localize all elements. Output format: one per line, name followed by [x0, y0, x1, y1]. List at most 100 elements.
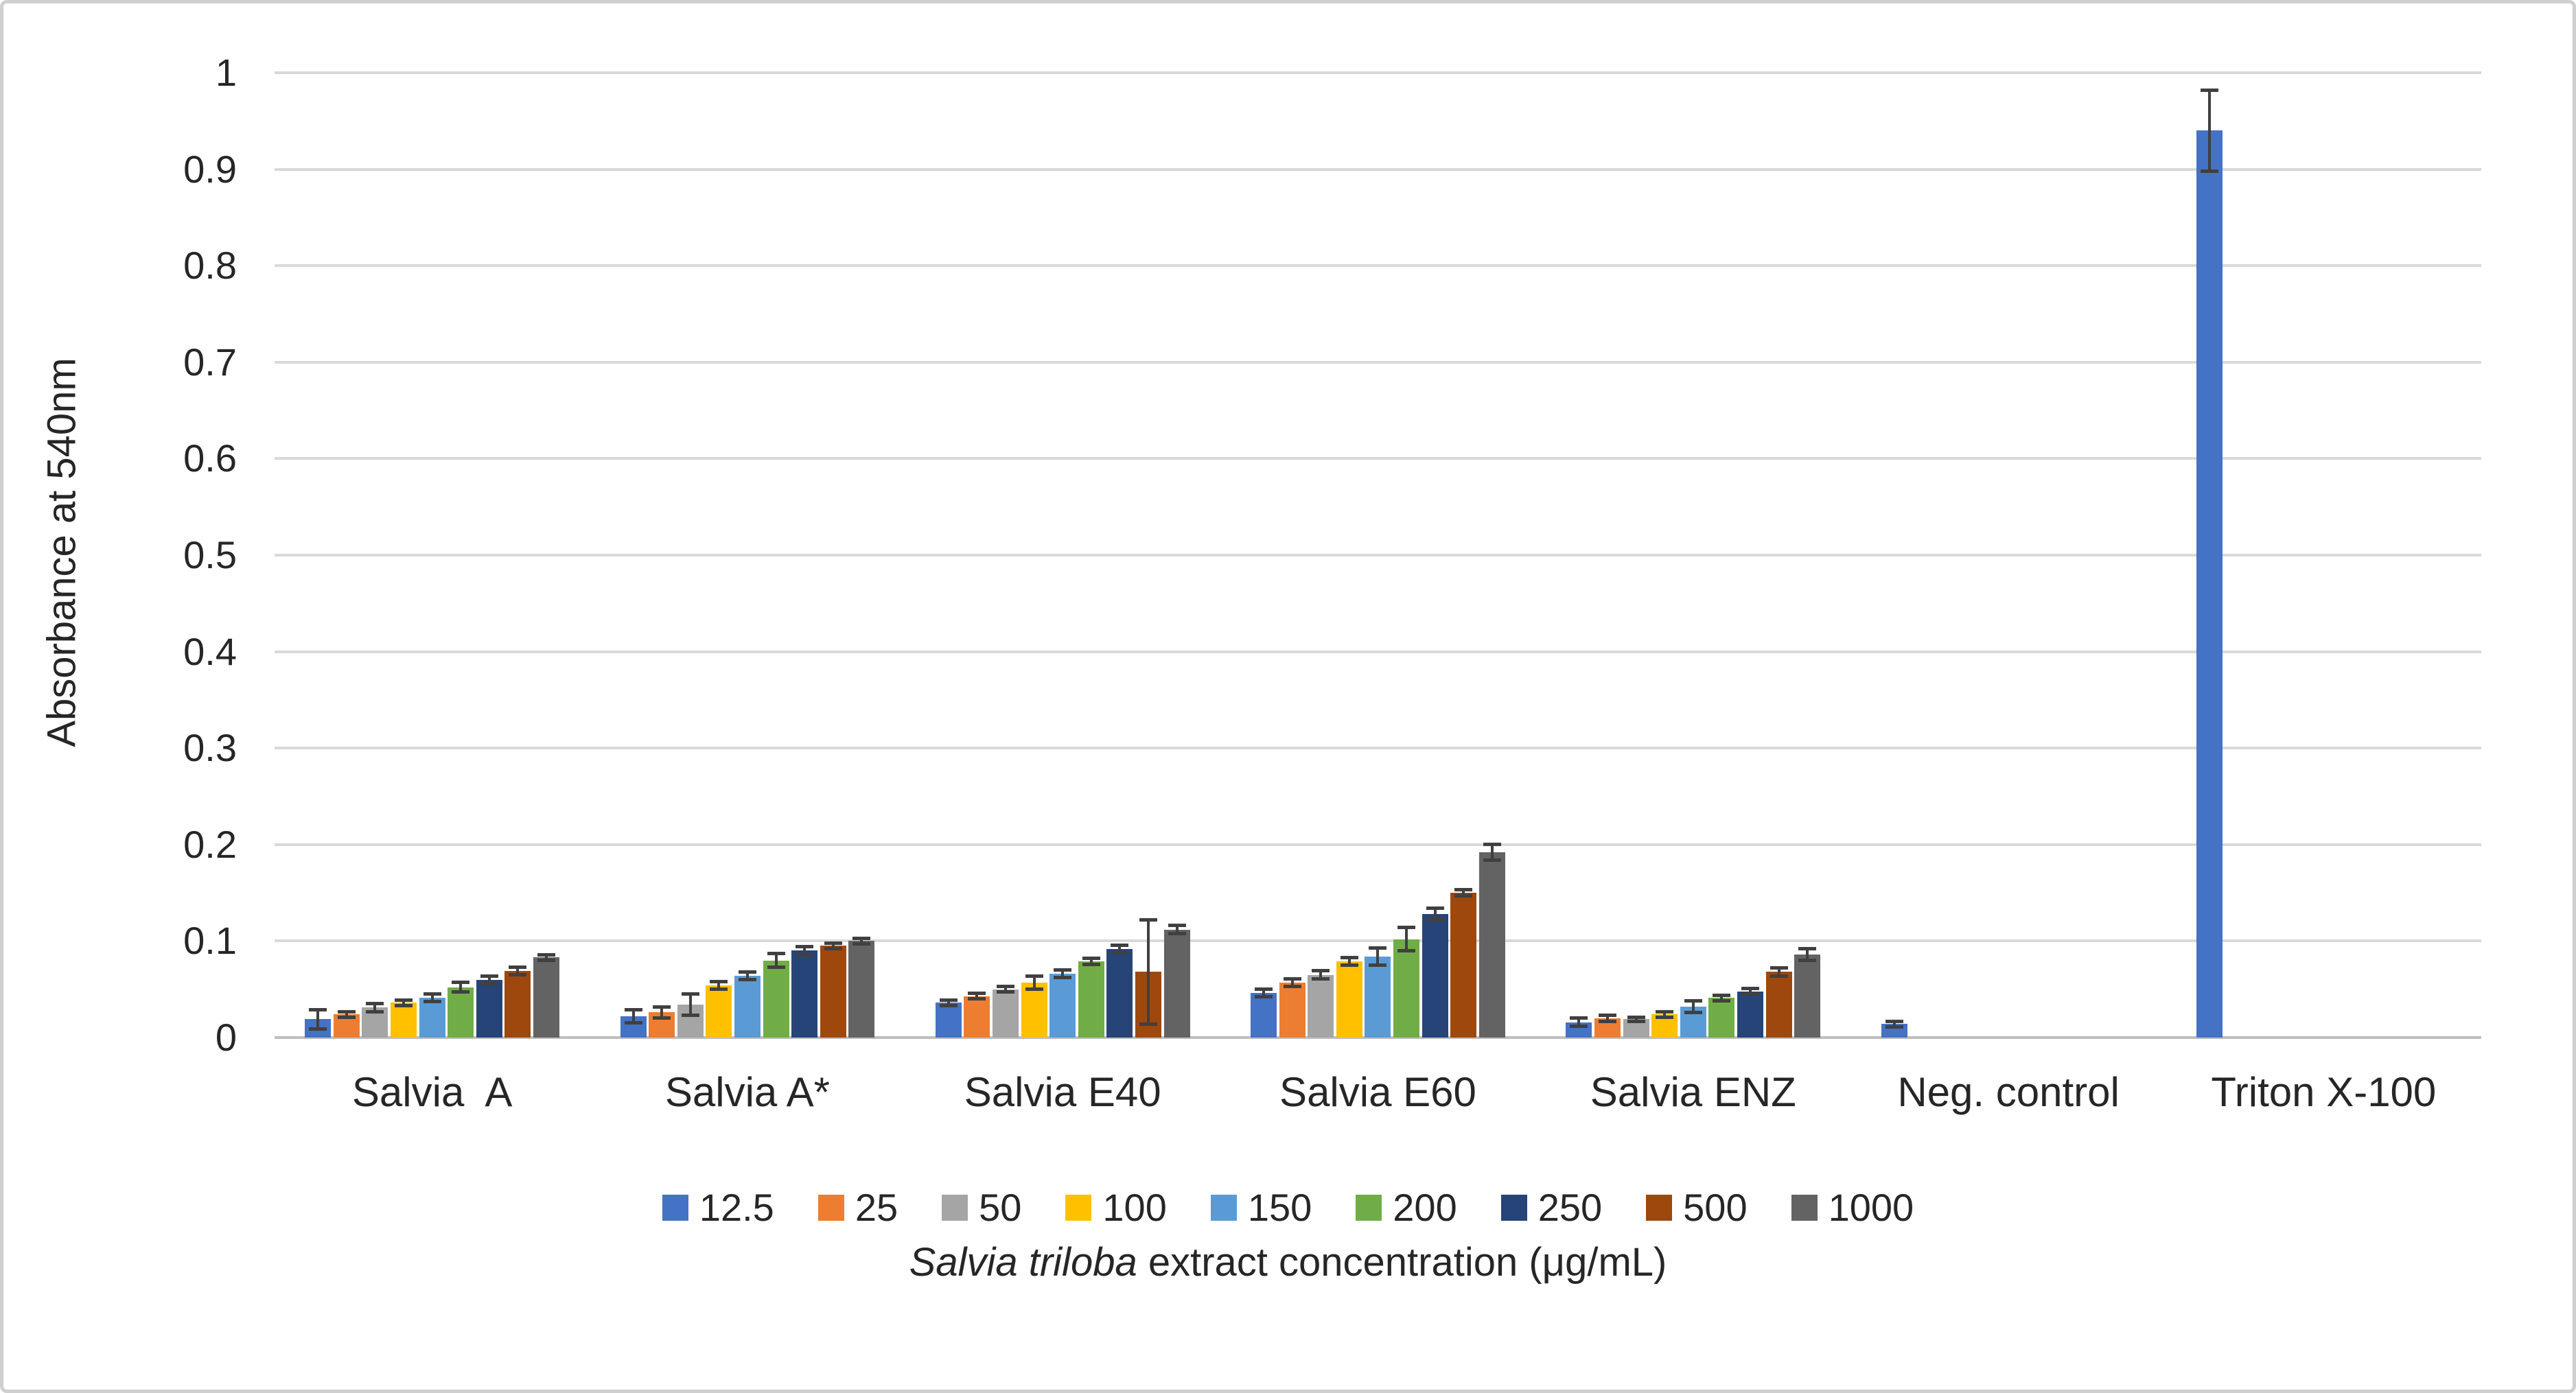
bar-salvia-e60-50: [1308, 974, 1334, 1038]
gridline-0.8: [275, 264, 2481, 268]
error-bar: [631, 1009, 635, 1023]
bar-salvia-a*-1000: [848, 941, 875, 1038]
error-bar: [1347, 957, 1351, 965]
error-bar-top-cap: [1769, 966, 1788, 970]
error-bar: [1691, 1000, 1695, 1013]
error-bar: [831, 943, 835, 949]
legend-and-x-title: 12.5 25 50 100 150 200 250 500 1000 Salvia trilo…: [3, 1185, 2573, 1285]
bar-salvia-e60-1000: [1478, 852, 1505, 1038]
error-bar-top-cap: [710, 979, 728, 983]
gridline-0.9: [275, 167, 2481, 171]
error-bar-bottom-cap: [1340, 963, 1358, 968]
bar-salvia-a-250: [476, 979, 502, 1038]
bar-salvia-e60-100: [1336, 961, 1362, 1038]
error-bar-top-cap: [309, 1007, 327, 1011]
x-tick-label-6: Neg. control: [1897, 1069, 2120, 1115]
legend-item-1000: 1000: [1791, 1185, 1914, 1230]
error-bar-bottom-cap: [1598, 1019, 1616, 1023]
error-bar-bottom-cap: [366, 1009, 384, 1014]
bar-salvia-e60-12.5: [1251, 993, 1277, 1038]
error-bar-bottom-cap: [1656, 1015, 1674, 1019]
bar-salvia-a*-200: [763, 960, 789, 1038]
error-bar-bottom-cap: [767, 965, 785, 969]
error-bar: [345, 1011, 348, 1018]
error-bar: [860, 938, 863, 944]
error-bar-top-cap: [395, 998, 413, 1002]
y-tick-label-0.9: 0.9: [183, 147, 237, 191]
error-bar-top-cap: [1082, 957, 1100, 961]
bar-salvia-enz-200: [1708, 998, 1735, 1038]
legend-label: 12.5: [699, 1186, 774, 1229]
error-bar-bottom-cap: [1025, 987, 1043, 992]
legend: 12.5 25 50 100 150 200 250 500 1000: [662, 1185, 1914, 1230]
bar-salvia-e60-200: [1393, 939, 1420, 1038]
error-bar-top-cap: [968, 991, 986, 995]
error-bar: [2207, 90, 2211, 172]
legend-swatch-icon: [662, 1194, 688, 1221]
error-bar: [1605, 1015, 1609, 1022]
error-bar-top-cap: [509, 965, 527, 969]
error-bar-bottom-cap: [309, 1027, 327, 1031]
error-bar: [402, 1000, 406, 1006]
error-bar-bottom-cap: [1139, 1022, 1157, 1026]
error-bar-bottom-cap: [653, 1016, 671, 1020]
legend-label: 150: [1247, 1186, 1312, 1229]
gridline-0.3: [275, 747, 2481, 750]
error-bar-bottom-cap: [423, 1000, 441, 1004]
error-bar: [660, 1007, 664, 1018]
bar-group-2: [620, 73, 875, 1038]
error-bar: [1663, 1011, 1667, 1018]
legend-swatch-icon: [1500, 1194, 1527, 1221]
bar-salvia-e40-150: [1049, 974, 1076, 1038]
error-bar-top-cap: [1684, 999, 1702, 1003]
bar-salvia-enz-1000: [1794, 955, 1821, 1038]
bar-salvia-enz-500: [1765, 972, 1792, 1038]
error-bar-bottom-cap: [1483, 858, 1501, 862]
bar-salvia-a-1000: [533, 957, 560, 1038]
error-bar-top-cap: [1312, 969, 1330, 973]
bar-salvia-e40-100: [1021, 982, 1047, 1038]
bar-salvia-e60-250: [1422, 914, 1448, 1038]
error-bar-bottom-cap: [852, 942, 871, 946]
legend-label: 25: [855, 1186, 898, 1229]
gridline-0.2: [275, 843, 2481, 846]
error-bar: [1262, 989, 1266, 997]
bar-group-6: [1881, 73, 2136, 1038]
error-bar-top-cap: [1741, 986, 1759, 990]
bar-salvia-e40-250: [1106, 948, 1133, 1038]
bar-salvia-a-200: [448, 987, 474, 1038]
bar-salvia-a-150: [419, 998, 445, 1038]
error-bar: [1720, 995, 1724, 1001]
legend-item-12.5: 12.5: [662, 1185, 774, 1230]
legend-label: 100: [1102, 1186, 1167, 1229]
error-bar-bottom-cap: [1312, 976, 1330, 981]
gridline-0.7: [275, 360, 2481, 364]
x-axis-title-italic-part: Salvia triloba: [909, 1240, 1137, 1285]
error-bar: [717, 981, 721, 990]
error-bar-bottom-cap: [1054, 976, 1072, 980]
error-bar-top-cap: [852, 936, 871, 940]
y-tick-label-0: 0: [215, 1016, 237, 1059]
error-bar-bottom-cap: [537, 959, 556, 963]
y-tick-label-0.2: 0.2: [183, 822, 237, 866]
bar-salvia-a-100: [391, 1003, 417, 1038]
legend-swatch-icon: [1646, 1194, 1673, 1221]
y-tick-label-0.4: 0.4: [183, 629, 237, 673]
error-bar-top-cap: [537, 952, 556, 957]
error-bar-bottom-cap: [1684, 1010, 1702, 1014]
error-bar-top-cap: [1798, 947, 1817, 951]
error-bar: [774, 953, 778, 968]
error-bar: [1490, 844, 1494, 861]
error-bar: [947, 1000, 950, 1006]
gridline-0.5: [275, 554, 2481, 557]
error-bar: [1806, 948, 1809, 961]
error-bar-bottom-cap: [1741, 992, 1759, 996]
error-bar: [516, 967, 520, 975]
legend-label: 200: [1393, 1186, 1457, 1229]
legend-swatch-icon: [1356, 1194, 1382, 1221]
y-tick-label-0.5: 0.5: [183, 533, 237, 576]
bar-salvia-a*-100: [706, 985, 732, 1038]
legend-swatch-icon: [1791, 1194, 1818, 1221]
error-bar-bottom-cap: [796, 952, 814, 957]
